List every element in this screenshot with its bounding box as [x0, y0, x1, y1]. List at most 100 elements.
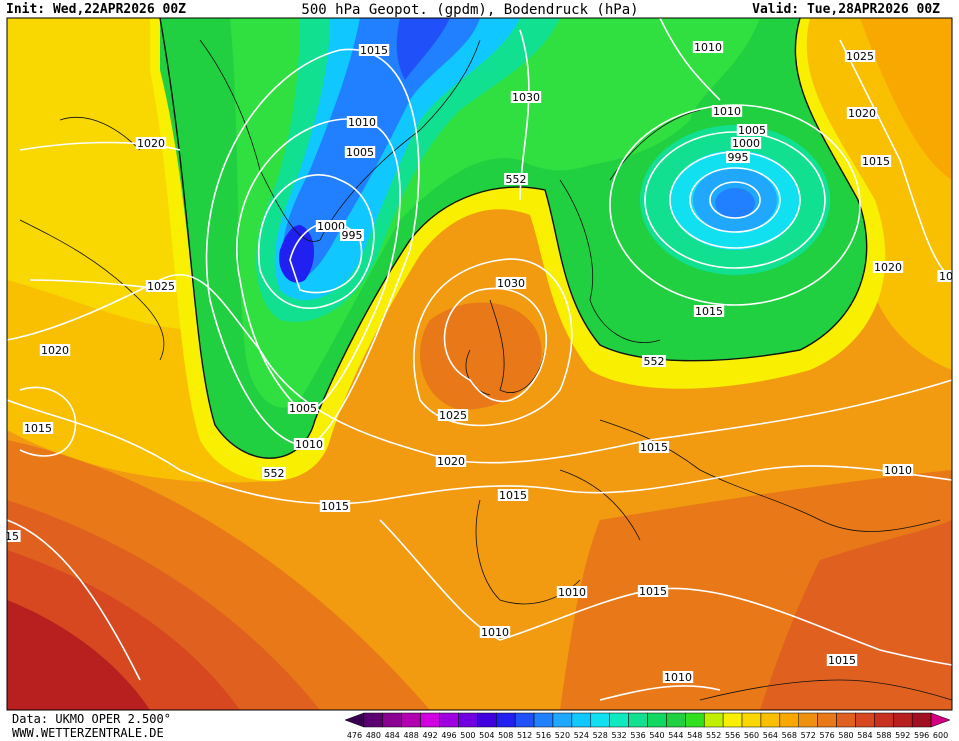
- label-box: [860, 155, 892, 167]
- colorbar-swatch: [874, 712, 894, 728]
- colorbar-swatch: [552, 712, 573, 728]
- isobar-label: 1010: [694, 41, 722, 54]
- isobar-label: 1005: [289, 402, 317, 415]
- label-box: [497, 489, 529, 501]
- colorbar-swatch: [496, 712, 516, 728]
- label-box: [504, 173, 528, 185]
- label-box: [7, 530, 21, 542]
- label-box: [846, 107, 878, 119]
- colorbar-label: 544: [668, 731, 683, 740]
- colorbar-label: 488: [404, 731, 419, 740]
- isobar-label: 1010: [558, 586, 586, 599]
- label-box: [711, 105, 743, 117]
- colorbar-label: 576: [819, 731, 834, 740]
- isobar-label: 1020: [874, 261, 902, 274]
- isobar-label: 1010: [295, 438, 323, 451]
- colorbar-swatch: [344, 712, 365, 728]
- isobar-label: 1015: [640, 441, 668, 454]
- map-frame: [6, 17, 953, 711]
- label-box: [872, 261, 904, 273]
- colorbar-label: 568: [782, 731, 797, 740]
- colorbar-label: 580: [838, 731, 853, 740]
- map-title: 500 hPa Geopot. (gpdm), Bodendruck (hPa): [301, 2, 638, 18]
- isobar-label: 1015: [24, 422, 52, 435]
- label-box: [344, 146, 376, 158]
- field-east-568: [860, 18, 952, 180]
- valid-time: Valid: Tue,28APR2026 00Z: [752, 2, 940, 17]
- label-box: [662, 671, 694, 683]
- colorbar-swatch: [722, 712, 743, 728]
- field-560: [7, 18, 200, 330]
- colorbar-label: 548: [687, 731, 702, 740]
- colorbar-label: 552: [706, 731, 721, 740]
- colorbar-swatch: [855, 712, 875, 728]
- isobars: [7, 18, 952, 701]
- colorbar-label: 492: [422, 731, 437, 740]
- isobar-label: 1015: [862, 155, 890, 168]
- colorbar-swatch: [628, 712, 648, 728]
- colorbar-swatch: [911, 712, 932, 728]
- field-ne-516: [715, 188, 755, 218]
- isobar-label: 15: [5, 530, 19, 543]
- colorbar-label: 600: [933, 731, 948, 740]
- colorbar-swatch: [458, 712, 478, 728]
- isobar-label: 10: [939, 270, 953, 283]
- isobar-label: 1020: [41, 344, 69, 357]
- label-box: [730, 137, 762, 149]
- colorbar-label: 536: [630, 731, 645, 740]
- label-box: [287, 402, 319, 414]
- label-box: [145, 280, 177, 292]
- label-box: [736, 124, 768, 136]
- label-box: [435, 455, 467, 467]
- label-box: [340, 229, 364, 241]
- colorbar-label: 520: [555, 731, 570, 740]
- colorbar-swatch: [401, 712, 421, 728]
- ridge-576: [420, 302, 542, 410]
- colorbar-label: 564: [763, 731, 778, 740]
- isobar-label: 1015: [499, 489, 527, 502]
- label-box: [642, 355, 666, 367]
- isobar-label: 552: [264, 467, 285, 480]
- colorbar-label: 532: [612, 731, 627, 740]
- init-time: Init: Wed,22APR2026 00Z: [6, 2, 186, 17]
- label-box: [22, 422, 54, 434]
- label-box: [495, 277, 527, 289]
- isobar-label: 1015: [828, 654, 856, 667]
- label-box: [39, 344, 71, 356]
- isobar-label: 1020: [437, 455, 465, 468]
- label-box: [437, 409, 469, 421]
- colorbar-swatch: [514, 712, 535, 728]
- isobar-label: 1010: [481, 626, 509, 639]
- colorbar-label: 540: [649, 731, 664, 740]
- isobar-label: 1030: [512, 91, 540, 104]
- label-box: [937, 270, 952, 282]
- contour-552: [159, 18, 868, 459]
- colorbar-swatch: [836, 712, 856, 728]
- isobar-label: 995: [342, 229, 363, 242]
- colorbar: 476 480 484 488 492 496 500 504 508 512 516 520 524 5…: [344, 712, 951, 740]
- label-box: [479, 626, 511, 638]
- label-box: [726, 151, 750, 163]
- isobar-label: 1020: [137, 137, 165, 150]
- field-se-580: [760, 520, 952, 710]
- colorbar-label: 512: [517, 731, 532, 740]
- label-box: [262, 467, 286, 479]
- isobar-label: 552: [644, 355, 665, 368]
- colorbar-swatch: [741, 712, 762, 728]
- label-box: [346, 116, 378, 128]
- colorbar-swatch: [420, 712, 440, 728]
- colorbar-label: 556: [725, 731, 740, 740]
- label-box: [510, 91, 542, 103]
- label-box: [692, 41, 724, 53]
- label-box: [882, 464, 914, 476]
- isobar-label: 1010: [664, 671, 692, 684]
- label-box: [826, 654, 858, 666]
- colorbar-swatch: [703, 712, 724, 728]
- isobar-label: 1005: [346, 146, 374, 159]
- label-box: [315, 220, 347, 232]
- isobar-label: 995: [728, 151, 749, 164]
- label-box: [844, 50, 876, 62]
